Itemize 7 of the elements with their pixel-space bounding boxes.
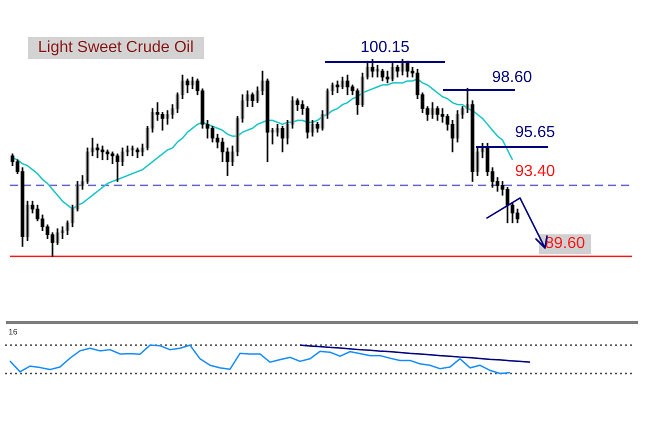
annotation: 93.40 (514, 163, 556, 181)
annotation: 95.65 (514, 124, 556, 142)
text: 100.15 (360, 39, 410, 57)
chart-title: Light Sweet Crude Oil (28, 37, 204, 59)
text: 16 (8, 328, 18, 338)
annotation: 98.60 (492, 69, 532, 87)
text: 89.60 (538, 234, 592, 254)
